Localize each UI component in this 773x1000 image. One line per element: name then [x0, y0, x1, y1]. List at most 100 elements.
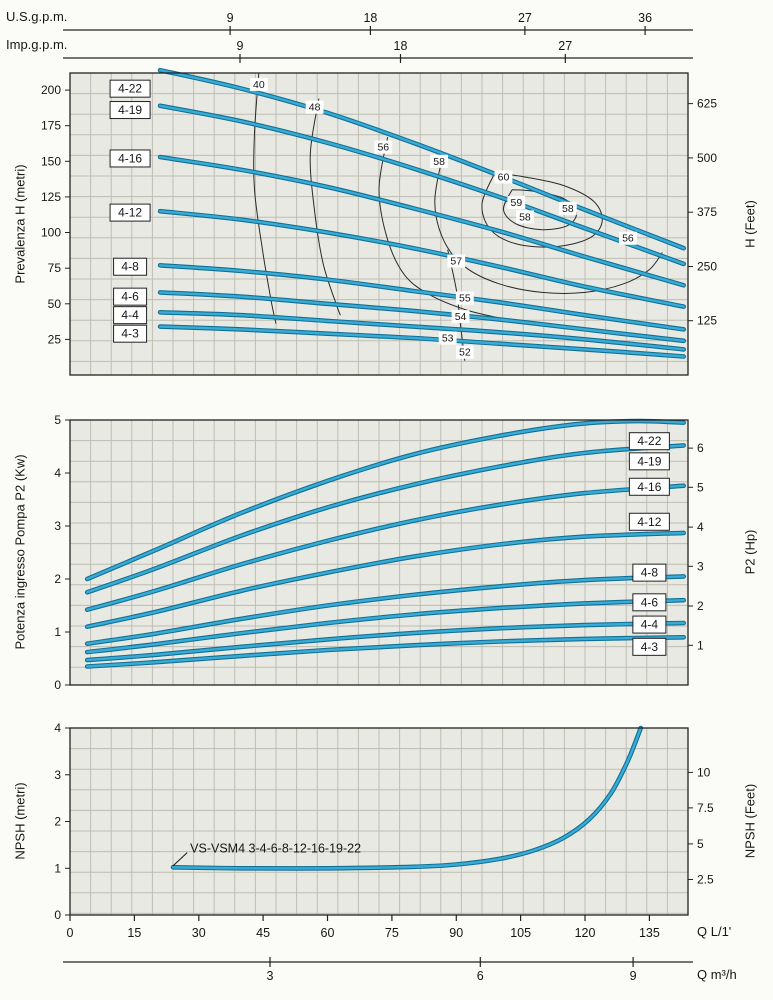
- head-plot-border: [69, 72, 689, 376]
- curve-VS-VSM4-3-4-6-8-12-16-19-22: [170, 725, 644, 871]
- efficiency-label-57: 57: [450, 256, 462, 268]
- curve-4-6: [157, 290, 686, 344]
- series-label-4-12: 4-12: [109, 203, 151, 222]
- y-tick-left: 175: [41, 119, 61, 133]
- efficiency-label-box: [455, 345, 474, 359]
- efficiency-label-box: [430, 154, 448, 168]
- y-tick-right: 10: [697, 765, 711, 779]
- curve-4-8: [157, 263, 686, 332]
- q-l-axis-title: Q L/1': [697, 924, 732, 939]
- efficiency-label-54: 54: [455, 311, 467, 323]
- series-label-4-22: 4-22: [628, 432, 670, 451]
- y-tick-right: 250: [697, 259, 717, 273]
- flow-tick: 30: [192, 926, 206, 940]
- series-label-4-19: 4-19: [109, 101, 151, 120]
- efficiency-label-box: [558, 201, 577, 215]
- efficiency-label-box: [619, 231, 637, 245]
- flow-tick: 36: [638, 11, 652, 25]
- flow-tick: 9: [236, 39, 243, 53]
- flow-tick: 18: [363, 11, 377, 25]
- flow-tick: 105: [510, 926, 531, 940]
- efficiency-label-56: 56: [622, 233, 634, 245]
- efficiency-contour-56: [378, 137, 500, 319]
- series-label-text: 4-19: [637, 454, 661, 468]
- efficiency-label-box: [438, 331, 457, 345]
- series-label-text: 4-6: [641, 595, 659, 609]
- y-tick-left: 125: [41, 190, 61, 204]
- y-tick-left: 1: [54, 861, 61, 875]
- power-y-axis-title-right: P2 (Hp): [742, 529, 758, 575]
- y-tick-right: 6: [697, 441, 704, 455]
- curve-4-6: [84, 597, 686, 655]
- flow-tick: 135: [639, 926, 660, 940]
- series-label-text: 4-16: [118, 151, 142, 165]
- y-tick-right: 125: [697, 314, 717, 328]
- efficiency-label-40: 40: [253, 79, 265, 91]
- y-tick-left: 100: [41, 226, 61, 240]
- y-tick-left: 0: [54, 908, 61, 922]
- power-chart: 4-22 4-19 4-16 4-12 4-8 4-6 4-4 4-3 0 1 2 3 4 5 1 2 3 4 5 6: [54, 413, 704, 692]
- y-tick-right: 7.5: [697, 801, 714, 815]
- curve-4-4: [84, 620, 686, 663]
- efficiency-label-56: 56: [377, 142, 389, 154]
- series-label-4-12: 4-12: [628, 512, 670, 531]
- curve-4-12: [84, 530, 686, 629]
- curve-4-16: [157, 154, 686, 288]
- efficiency-label-58: 58: [433, 156, 445, 168]
- y-tick-right: 2: [697, 599, 704, 613]
- series-label-text: 4-8: [641, 566, 659, 580]
- y-tick-left: 5: [54, 413, 61, 427]
- efficiency-label-60: 60: [498, 171, 510, 183]
- annotation-leader: [172, 852, 188, 867]
- y-tick-left: 25: [48, 332, 62, 346]
- efficiency-label-box: [447, 254, 466, 268]
- series-label-4-6: 4-6: [113, 287, 148, 306]
- grid-lines: [70, 728, 688, 915]
- curve-4-8: [84, 574, 686, 646]
- series-label-4-3: 4-3: [632, 637, 667, 656]
- series-label-text: 4-6: [121, 290, 139, 304]
- series-label-text: 4-19: [118, 103, 142, 117]
- power-plot-border: [69, 419, 689, 686]
- q-m3h-axis: 3 6 9: [63, 957, 693, 983]
- y-tick-left: 2: [54, 572, 61, 586]
- efficiency-label-box: [455, 291, 474, 305]
- efficiency-label-box: [374, 140, 393, 154]
- npsh-y-axis-title-right: NPSH (Feet): [742, 783, 758, 859]
- flow-tick: 27: [518, 11, 532, 25]
- flow-tick: 0: [67, 926, 74, 940]
- efficiency-label-box: [249, 77, 268, 91]
- series-label-text: 4-22: [118, 82, 142, 96]
- efficiency-label-53: 53: [442, 332, 454, 344]
- efficiency-label-box: [494, 170, 513, 184]
- series-label-text: 4-16: [637, 480, 661, 494]
- y-tick-right: 4: [697, 520, 704, 534]
- y-tick-right: 375: [697, 205, 717, 219]
- efficiency-label-58: 58: [562, 203, 574, 215]
- flow-tick: 45: [256, 926, 270, 940]
- y-tick-left: 3: [54, 519, 61, 533]
- flow-tick: 3: [267, 969, 274, 983]
- efficiency-label-58: 58: [519, 211, 531, 223]
- curve-4-22: [84, 418, 686, 582]
- flow-tick: 27: [558, 39, 572, 53]
- efficiency-contour-59: [481, 172, 603, 248]
- series-label-text: 4-4: [641, 618, 659, 632]
- curve-4-22: [157, 67, 686, 251]
- us-gpm-axis-title: U.S.g.p.m.: [6, 9, 68, 24]
- y-tick-right: 3: [697, 559, 704, 573]
- flow-tick: 120: [575, 926, 596, 940]
- flow-tick: 15: [127, 926, 141, 940]
- efficiency-label-59: 59: [510, 197, 522, 209]
- series-label-4-16: 4-16: [628, 477, 670, 496]
- series-label-4-19: 4-19: [628, 452, 670, 471]
- flow-tick: 9: [227, 11, 234, 25]
- y-tick-left: 4: [54, 721, 61, 735]
- efficiency-label-48: 48: [309, 102, 321, 114]
- flow-tick: 90: [449, 926, 463, 940]
- efficiency-label-box: [305, 100, 324, 114]
- efficiency-label-55: 55: [459, 293, 471, 305]
- efficiency-label-box: [507, 196, 526, 210]
- curve-4-19: [157, 103, 686, 267]
